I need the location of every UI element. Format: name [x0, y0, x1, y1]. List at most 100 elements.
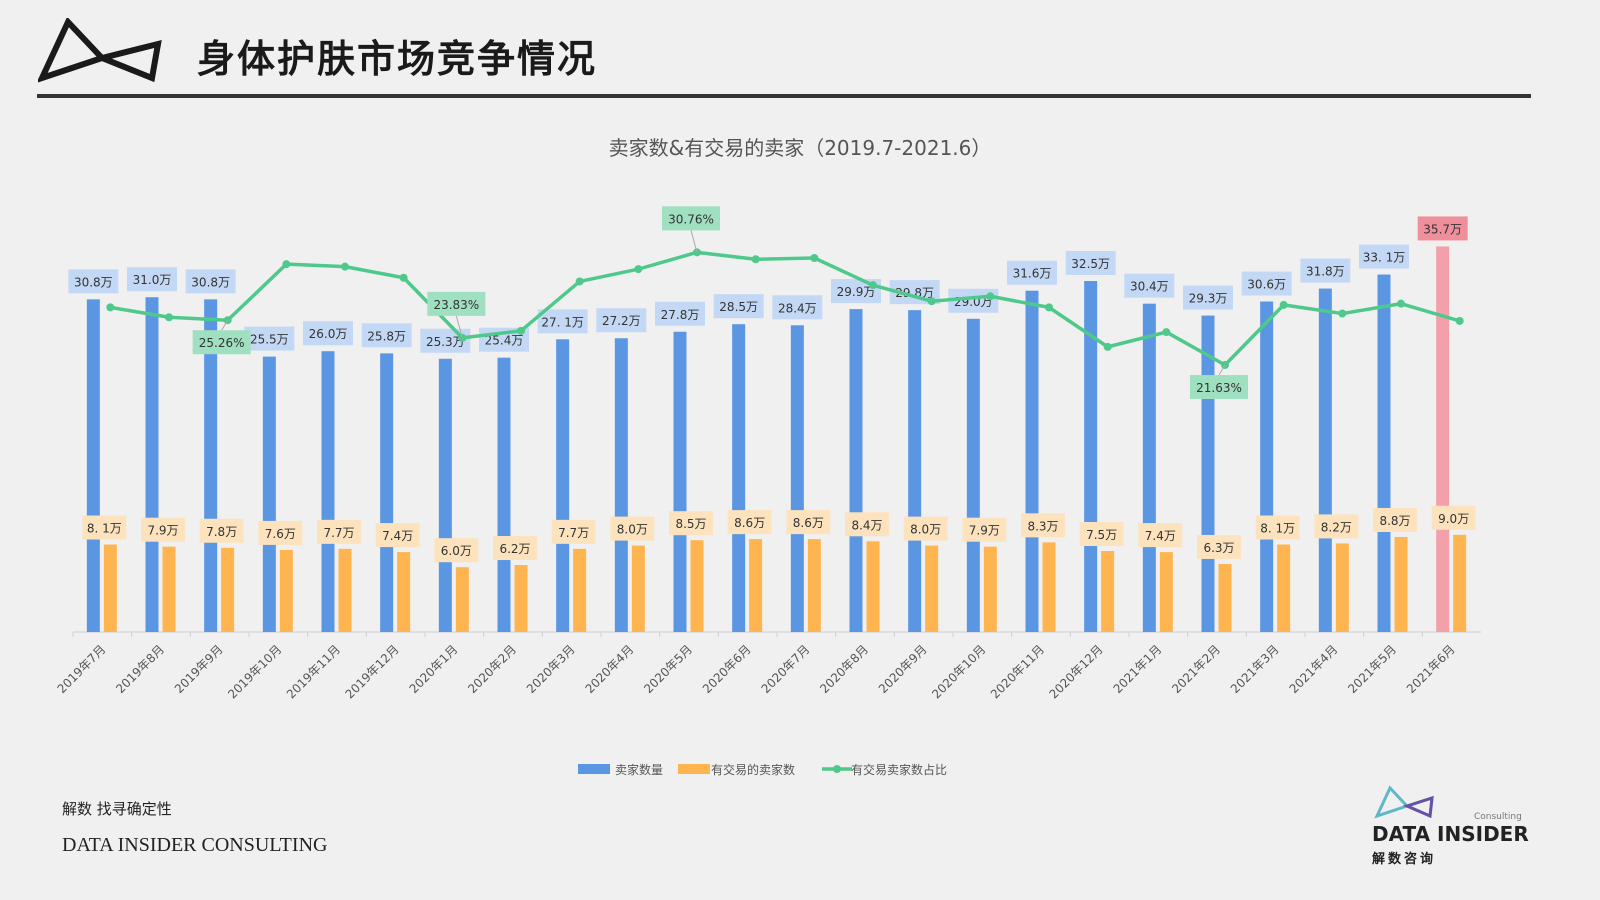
data-label-trading-seller-count: 8.0万: [910, 523, 941, 537]
data-label-seller-count: 32.5万: [1071, 257, 1110, 271]
bar-trading-seller-count: [1453, 534, 1467, 632]
data-label-seller-count-box: [1124, 273, 1175, 298]
header-logo: [38, 18, 162, 83]
legend-label-trading-ratio: 有交易卖家数占比: [851, 762, 947, 777]
line-point-trading-ratio: [165, 313, 173, 322]
bar-seller-count: [1436, 246, 1450, 632]
bar-seller-count: [556, 339, 570, 632]
data-label-trading-seller-count-box: [610, 516, 655, 541]
data-label-seller-count: 30.4万: [1130, 280, 1169, 294]
bar-seller-count: [614, 338, 628, 632]
data-label-seller-count: 33. 1万: [1363, 251, 1406, 265]
data-label-trading-seller-count: 7.5万: [1086, 528, 1117, 542]
line-point-trading-ratio: [986, 292, 995, 301]
data-label-trading-seller-count: 7.9万: [969, 524, 1000, 538]
footer-company: DATA INSIDER CONSULTING: [62, 834, 328, 856]
legend-label-seller-count: 卖家数量: [615, 762, 663, 777]
line-point-trading-ratio: [106, 303, 115, 312]
data-label-trading-seller-count: 8.3万: [1027, 519, 1058, 533]
line-point-trading-ratio: [1045, 303, 1053, 312]
bar-trading-seller-count: [279, 549, 293, 632]
bar-seller-count: [966, 318, 980, 632]
x-tick-label: 2020年2月: [465, 642, 519, 696]
data-label-trading-seller-count-box: [258, 520, 303, 545]
data-label-trading-seller-count: 8.4万: [851, 518, 882, 532]
data-label-seller-count-box: [303, 321, 353, 346]
data-label-seller-count: 30.6万: [1247, 278, 1286, 292]
bar-trading-seller-count: [397, 552, 411, 632]
data-label-seller-count-box: [127, 267, 177, 292]
data-label-trading-seller-count: 7.6万: [265, 527, 296, 541]
data-label-trading-seller-count-box: [727, 510, 772, 535]
data-label-seller-count-box: [1183, 285, 1233, 310]
x-tick-label: 2021年5月: [1345, 642, 1399, 696]
brand-logo-cn: 解数咨询: [1372, 852, 1437, 867]
data-label-trading-seller-count-box: [199, 518, 244, 543]
data-label-trading-seller-count-box: [1255, 515, 1300, 540]
line-point-trading-ratio: [927, 297, 936, 306]
data-label-trading-seller-count-box: [1431, 505, 1476, 530]
data-label-trading-seller-count: 9.0万: [1438, 512, 1469, 526]
data-label-seller-count: 25.5万: [250, 333, 289, 347]
x-tick-label: 2020年11月: [988, 642, 1047, 701]
line-trading-ratio: [110, 250, 1461, 367]
data-label-seller-count-box: [185, 269, 236, 294]
annotation-leader: [1218, 364, 1226, 376]
data-label-seller-count: 28.4万: [778, 301, 817, 315]
header-divider: [37, 94, 1531, 98]
data-label-seller-count-box: [244, 326, 295, 351]
bar-seller-count: [1318, 288, 1332, 632]
data-label-trading-seller-count: 8. 1万: [1260, 522, 1295, 536]
bar-trading-seller-count: [925, 545, 939, 632]
bar-trading-seller-count: [1101, 551, 1115, 632]
annotation-trading-ratio: 23.83%: [433, 298, 479, 312]
bar-trading-seller-count: [690, 540, 704, 632]
data-label-seller-count-box: [713, 294, 764, 319]
data-label-trading-seller-count-box: [493, 536, 537, 561]
x-tick-label: 2019年7月: [55, 642, 109, 696]
line-point-trading-ratio: [575, 277, 584, 286]
bar-trading-seller-count: [749, 539, 763, 632]
brand-logo: Consulting DATA INSIDER 解数咨询: [1370, 782, 1530, 872]
data-label-trading-seller-count: 8.8万: [1379, 514, 1410, 528]
data-label-seller-count: 28.5万: [719, 300, 758, 314]
data-label-seller-count-box: [1007, 260, 1057, 285]
bar-trading-seller-count: [1042, 542, 1056, 632]
bar-seller-count: [849, 309, 863, 632]
legend-swatch-trading-seller-count: [678, 764, 710, 774]
bar-trading-seller-count: [1335, 543, 1349, 632]
data-label-seller-count: 30.8万: [74, 275, 113, 289]
bar-seller-count: [321, 351, 335, 632]
data-label-trading-seller-count: 7.4万: [382, 529, 413, 543]
x-tick-label: 2020年12月: [1047, 642, 1106, 701]
data-label-trading-seller-count: 7.8万: [206, 525, 237, 539]
bar-trading-seller-count: [631, 545, 645, 632]
chart: 30.8万 8. 1万 2019年7月 31.0万 7.9万 2019年8月 30.8万 7.…: [55, 206, 1481, 777]
data-label-seller-count: 30.8万: [191, 275, 230, 289]
line-point-trading-ratio: [1338, 309, 1347, 318]
line-point-trading-ratio: [1162, 328, 1171, 337]
data-label-trading-seller-count-box: [434, 538, 479, 563]
x-tick-label: 2019年8月: [113, 642, 167, 696]
data-label-trading-seller-count-box: [551, 519, 596, 544]
data-label-trading-seller-count: 7.7万: [323, 526, 354, 540]
line-point-trading-ratio: [1103, 342, 1112, 351]
x-tick-label: 2020年6月: [700, 642, 754, 696]
data-label-trading-seller-count-box: [1314, 514, 1359, 539]
line-point-trading-ratio: [399, 273, 408, 282]
data-label-trading-seller-count: 8.6万: [793, 516, 824, 530]
annotation-trading-ratio-box: [1190, 375, 1248, 400]
line-point-trading-ratio: [517, 326, 525, 335]
data-label-seller-count: 27.2万: [602, 314, 641, 328]
data-label-seller-count-box: [537, 309, 588, 334]
bar-seller-count: [1201, 315, 1215, 632]
data-label-trading-seller-count: 8.6万: [734, 516, 765, 530]
bar-seller-count: [204, 299, 218, 632]
data-label-seller-count: 31.0万: [133, 273, 172, 287]
data-label-trading-seller-count-box: [669, 511, 713, 536]
bar-trading-seller-count: [162, 546, 176, 632]
bar-trading-seller-count: [338, 548, 352, 632]
data-label-trading-seller-count: 6.0万: [441, 544, 472, 558]
data-label-seller-count: 27. 1万: [541, 315, 584, 329]
